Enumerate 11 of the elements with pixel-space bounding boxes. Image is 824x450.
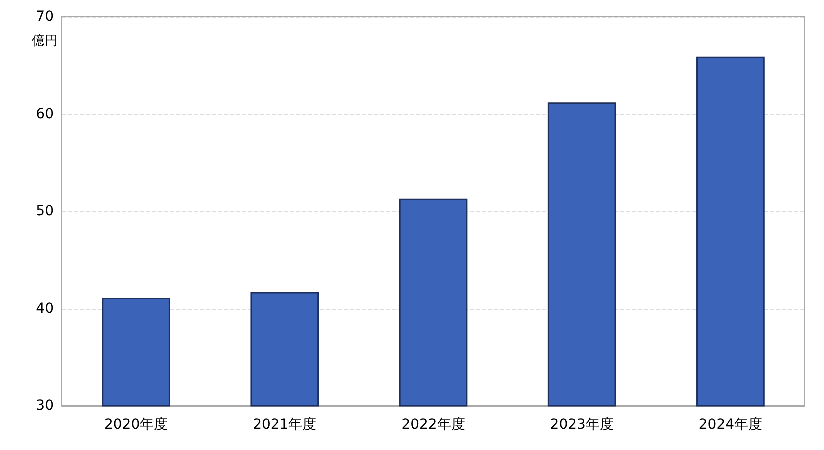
y-tick-label: 70 bbox=[36, 9, 54, 25]
x-tick-label: 2023年度 bbox=[550, 417, 614, 433]
x-tick-label: 2024年度 bbox=[698, 417, 763, 433]
y-tick-label: 50 bbox=[36, 204, 54, 220]
y-tick-label: 40 bbox=[36, 300, 54, 317]
y-axis-title: 億円 bbox=[32, 34, 58, 49]
x-tick-label: 2020年度 bbox=[104, 417, 168, 433]
y-tick-label: 60 bbox=[36, 106, 54, 122]
y-tick-label: 30 bbox=[36, 398, 54, 414]
x-tick-label: 2021年度 bbox=[253, 417, 317, 433]
x-tick-label: 2022年度 bbox=[402, 417, 466, 433]
